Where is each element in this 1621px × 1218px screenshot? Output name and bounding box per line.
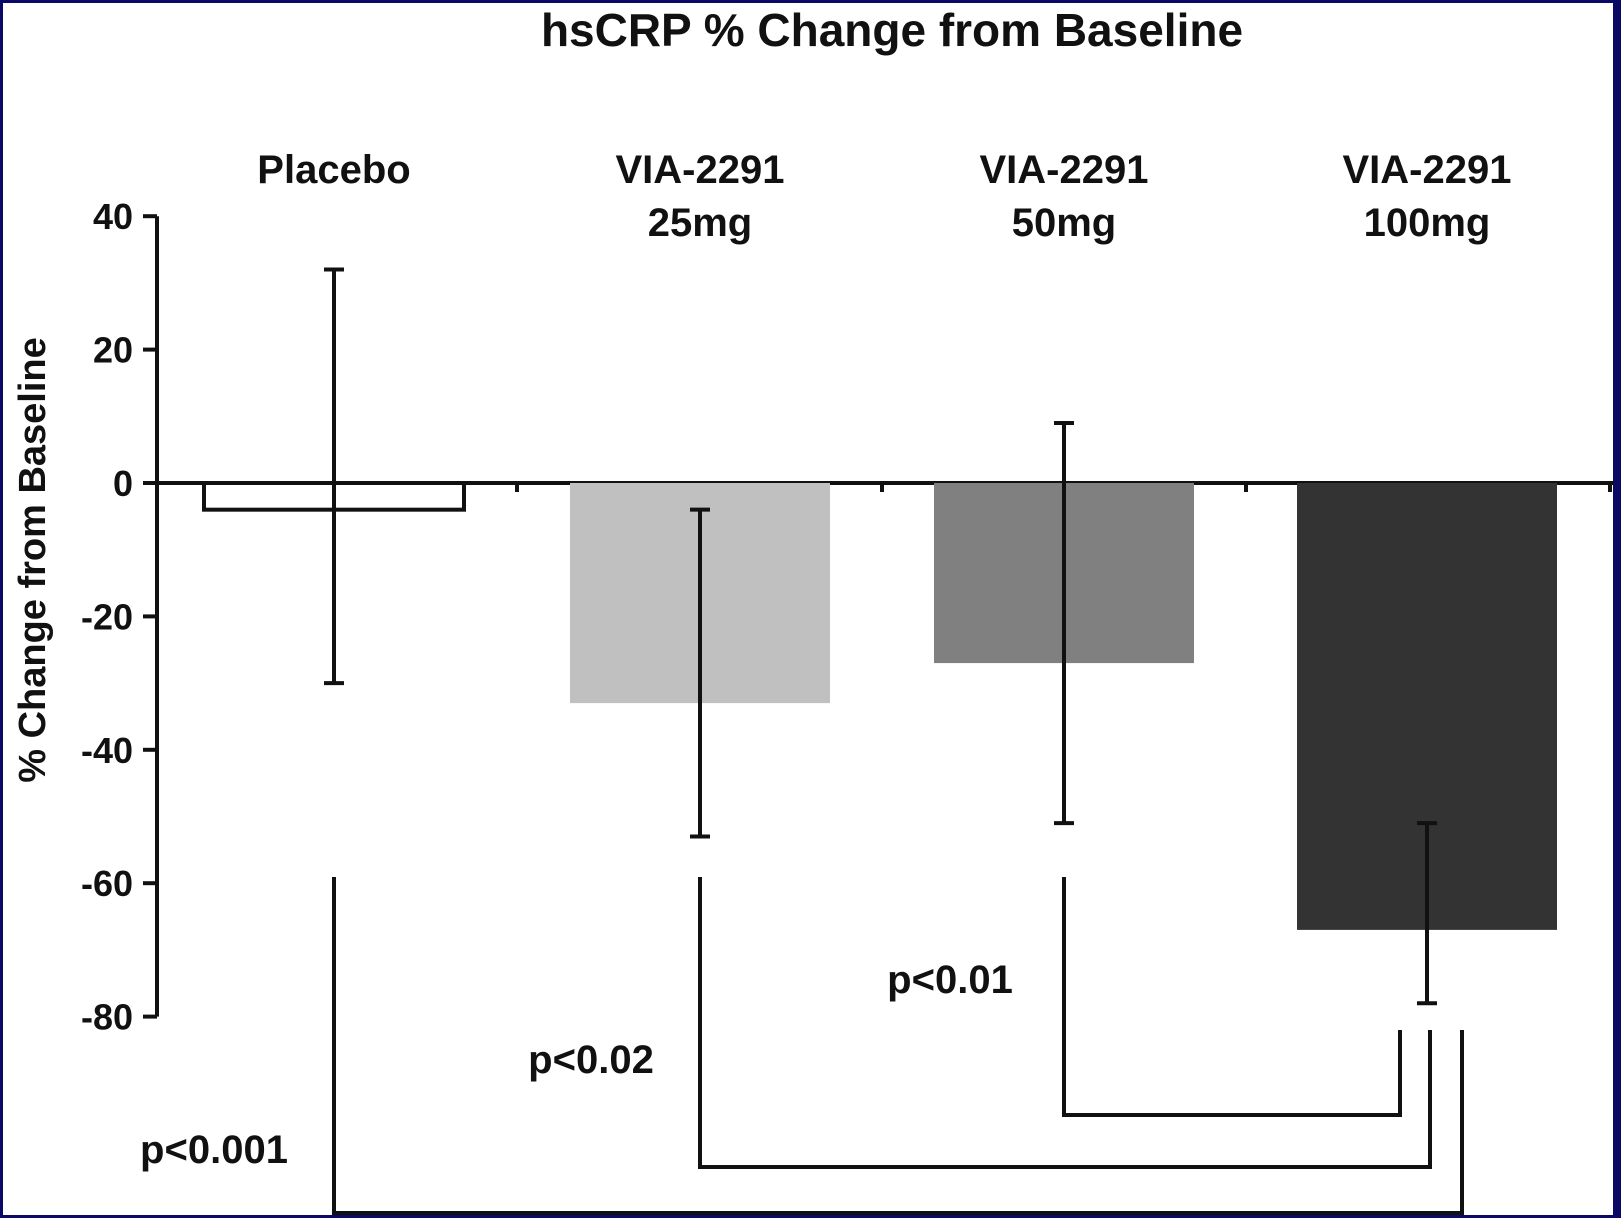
- bars: [202, 481, 1557, 930]
- category-label: VIA-2291: [980, 148, 1149, 192]
- significance-bracket: [332, 877, 1464, 1215]
- p-value-label: p<0.01: [887, 958, 1013, 1002]
- y-tick-label: -60: [81, 863, 133, 904]
- y-axis-label: % Change from Baseline: [12, 337, 54, 783]
- significance-brackets: p<0.01 p<0.02 p<0.001: [140, 877, 1464, 1215]
- y-tick-label: -20: [81, 596, 133, 637]
- y-tick-label: 40: [93, 196, 133, 237]
- category-label: VIA-2291: [1343, 148, 1512, 192]
- p-value-label: p<0.001: [140, 1128, 288, 1172]
- category-label: 100mg: [1364, 201, 1491, 245]
- y-tick-label: -40: [81, 730, 133, 771]
- chart-title: hsCRP % Change from Baseline: [541, 4, 1243, 56]
- category-label: Placebo: [257, 148, 410, 192]
- significance-bracket: [1062, 877, 1402, 1117]
- p-value-label: p<0.02: [528, 1038, 654, 1082]
- category-label: 25mg: [648, 201, 753, 245]
- category-labels: Placebo VIA-2291 25mg VIA-2291 50mg VIA-2291 1…: [257, 148, 1511, 245]
- y-tick-label: 0: [113, 463, 133, 504]
- category-label: 50mg: [1012, 201, 1117, 245]
- category-label: VIA-2291: [616, 148, 785, 192]
- y-tick-label: 20: [93, 330, 133, 371]
- significance-bracket: [698, 877, 1432, 1169]
- y-tick-label: -80: [81, 997, 133, 1038]
- error-bars: [324, 267, 1437, 1006]
